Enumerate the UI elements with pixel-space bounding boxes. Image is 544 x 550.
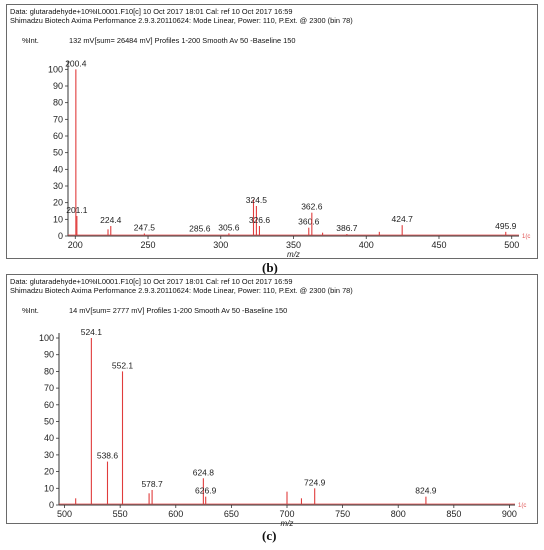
peak-label: 360.6 bbox=[298, 217, 320, 227]
x-tick-label: 900 bbox=[502, 509, 517, 519]
intensity-label: %Int. bbox=[22, 36, 39, 45]
header-line-2: Shimadzu Biotech Axima Performance 2.9.3… bbox=[10, 286, 353, 295]
y-tick-label: 90 bbox=[44, 350, 54, 360]
y-tick-label: 80 bbox=[53, 98, 63, 108]
peak-label: 626.9 bbox=[195, 486, 217, 496]
header-line-1: Data: glutaradehyde+10%IL0001.F10[c] 10 … bbox=[10, 7, 293, 16]
peak-label: 305.6 bbox=[218, 222, 240, 232]
peak-label: 578.7 bbox=[141, 479, 163, 489]
x-axis-label: m/z bbox=[281, 519, 294, 528]
y-tick-label: 40 bbox=[44, 433, 54, 443]
x-tick-label: 700 bbox=[279, 509, 294, 519]
y-tick-label: 60 bbox=[53, 131, 63, 141]
x-tick-label: 500 bbox=[57, 509, 72, 519]
y-tick-label: 90 bbox=[53, 81, 63, 91]
y-tick-label: 0 bbox=[58, 231, 63, 241]
panel-caption-b: (b) bbox=[262, 260, 278, 275]
x-axis-label: m/z bbox=[287, 250, 300, 259]
y-tick-label: 80 bbox=[44, 366, 54, 376]
acquisition-summary: 14 mV[sum= 2777 mV] Profiles 1-200 Smoot… bbox=[69, 306, 288, 315]
x-tick-label: 750 bbox=[335, 509, 350, 519]
spectrum-panel-b: Data: glutaradehyde+10%IL0001.F10[c] 10 … bbox=[6, 4, 538, 259]
peak-label: 552.1 bbox=[112, 360, 134, 370]
y-tick-label: 0 bbox=[49, 500, 54, 510]
spectrum-plot-c: 0 10 20 30 40 50 60 70 80 90 100 500 550 600 650 700 750… bbox=[39, 327, 526, 528]
intensity-label: %Int. bbox=[22, 306, 39, 315]
y-tick-label: 20 bbox=[53, 198, 63, 208]
x-tick-label: 450 bbox=[431, 240, 446, 250]
peak-label: 362.6 bbox=[301, 202, 323, 212]
y-tick-label: 50 bbox=[53, 148, 63, 158]
y-tick-label: 30 bbox=[53, 181, 63, 191]
y-tick-label: 100 bbox=[48, 64, 63, 74]
peak-label: 201.1 bbox=[66, 205, 88, 215]
peak-label: 386.7 bbox=[336, 223, 358, 233]
y-tick-label: 70 bbox=[44, 383, 54, 393]
peak-label: 200.4 bbox=[65, 58, 87, 68]
x-tick-label: 200 bbox=[68, 240, 83, 250]
peak-label: 224.4 bbox=[100, 215, 122, 225]
x-tick-label: 550 bbox=[113, 509, 128, 519]
peak-label: 324.5 bbox=[246, 195, 268, 205]
peak-label: 538.6 bbox=[97, 451, 119, 461]
y-tick-label: 50 bbox=[44, 417, 54, 427]
header-line-2: Shimadzu Biotech Axima Performance 2.9.3… bbox=[10, 16, 353, 25]
header-line-1: Data: glutaradehyde+10%IL0001.F10[c] 10 … bbox=[10, 277, 293, 286]
y-tick-label: 60 bbox=[44, 400, 54, 410]
panel-caption-c: (c) bbox=[262, 528, 277, 543]
y-tick-label: 10 bbox=[53, 214, 63, 224]
x-tick-label: 400 bbox=[359, 240, 374, 250]
x-tick-label: 850 bbox=[446, 509, 461, 519]
x-tick-label: 250 bbox=[141, 240, 156, 250]
edge-label: 1(c bbox=[518, 503, 526, 509]
x-tick-label: 800 bbox=[391, 509, 406, 519]
peak-label: 326.6 bbox=[249, 215, 271, 225]
peak-label: 824.9 bbox=[415, 486, 437, 496]
edge-label: 1(c bbox=[522, 234, 530, 240]
spectrum-plot-b: 0 10 20 30 40 50 60 70 80 90 100 200 250 300 350 400 450… bbox=[48, 58, 530, 259]
x-tick-label: 300 bbox=[213, 240, 228, 250]
x-tick-label: 500 bbox=[504, 240, 519, 250]
peak-label: 495.9 bbox=[495, 221, 517, 231]
peak-label: 247.5 bbox=[134, 223, 156, 233]
y-tick-label: 100 bbox=[39, 333, 54, 343]
y-tick-label: 10 bbox=[44, 483, 54, 493]
peak-label: 724.9 bbox=[304, 477, 326, 487]
peak-label: 285.6 bbox=[189, 224, 211, 234]
x-tick-label: 350 bbox=[286, 240, 301, 250]
y-tick-label: 70 bbox=[53, 114, 63, 124]
y-tick-label: 30 bbox=[44, 450, 54, 460]
y-tick-label: 20 bbox=[44, 467, 54, 477]
peak-label: 624.8 bbox=[193, 467, 215, 477]
x-tick-label: 650 bbox=[224, 509, 239, 519]
spectrum-panel-c: Data: glutaradehyde+10%IL0001.F10[c] 10 … bbox=[6, 274, 538, 528]
x-tick-label: 600 bbox=[168, 509, 183, 519]
peak-label: 424.7 bbox=[392, 214, 414, 224]
acquisition-summary: 132 mV[sum= 26484 mV] Profiles 1-200 Smo… bbox=[69, 36, 296, 45]
peak-label: 524.1 bbox=[81, 327, 103, 337]
y-tick-label: 40 bbox=[53, 164, 63, 174]
